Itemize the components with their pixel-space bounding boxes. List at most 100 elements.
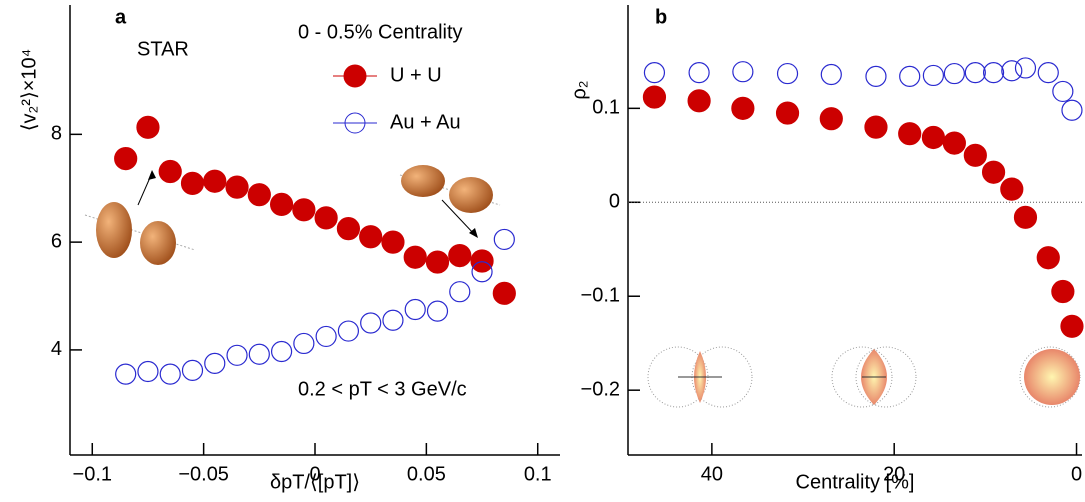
data-point [337, 320, 360, 342]
data-point [403, 245, 427, 269]
data-point [180, 171, 205, 195]
x-tick-label: 0 [309, 463, 320, 485]
y-axis-label: ⟨v₂²⟩×10⁴ [18, 49, 40, 132]
data-point [336, 217, 361, 241]
data-point [819, 107, 843, 131]
data-point [1001, 60, 1023, 82]
data-point [247, 183, 271, 207]
data-point [820, 63, 842, 86]
overlap-region [1024, 349, 1080, 405]
x-tick-label: 20 [883, 463, 905, 485]
data-point [982, 62, 1005, 84]
annotation: STAR [137, 38, 189, 60]
data-point [204, 352, 226, 374]
data-point [448, 243, 472, 268]
legend-marker [343, 64, 367, 88]
annotation: 0 - 0.5% Centrality [298, 21, 463, 43]
data-point [963, 143, 987, 167]
illustrations [84, 165, 1081, 408]
data-point [1014, 57, 1037, 79]
data-point [136, 115, 160, 139]
x-tick-label: −0.05 [178, 463, 229, 485]
data-point [864, 115, 888, 139]
arrow-head [469, 228, 478, 238]
data-point [381, 230, 405, 254]
y-tick-label: 8 [51, 123, 62, 145]
x-tick-label: 0.05 [407, 463, 446, 485]
x-tick-label: 0.1 [524, 463, 552, 485]
data-point [964, 62, 986, 84]
data-point [425, 250, 450, 274]
data-point [642, 85, 667, 109]
data-point [899, 65, 921, 87]
nucleus [96, 202, 132, 258]
data-point [922, 64, 945, 87]
data-point [688, 62, 710, 84]
data-point [1060, 314, 1084, 338]
x-tick-label: 0 [1071, 463, 1082, 485]
data-point [1000, 177, 1024, 201]
overlap-circle [691, 346, 753, 408]
data-point [1037, 62, 1059, 84]
y-tick-label: 6 [51, 230, 62, 252]
nucleus [449, 177, 493, 213]
y-tick-label: −0.1 [581, 285, 620, 307]
data-point [1036, 246, 1060, 270]
data-point [114, 146, 138, 171]
legend-label: U + U [390, 64, 442, 86]
data-point [1013, 205, 1038, 229]
panel-label: b [655, 6, 667, 28]
data-point [225, 175, 249, 199]
data-point [137, 360, 159, 383]
data-point [1051, 279, 1075, 304]
legend-label: Au + Au [390, 111, 461, 133]
data-point [315, 325, 337, 348]
data-point [1061, 99, 1083, 121]
data-point [732, 61, 754, 83]
overlap-circle [831, 346, 893, 408]
data-point [404, 298, 426, 321]
y-tick-label: 0 [609, 191, 620, 213]
data-point [248, 343, 270, 365]
y-tick-label: 4 [51, 338, 62, 360]
overlap-circle [855, 346, 917, 408]
data-point [921, 125, 946, 150]
data-point [269, 192, 294, 217]
data-point [314, 206, 338, 230]
data-point [943, 62, 965, 85]
data-point [270, 340, 293, 363]
data-point [1052, 80, 1074, 103]
y-axis-label: ρ₂ [568, 80, 590, 99]
data-point [158, 159, 182, 184]
panel-label: a [115, 6, 127, 28]
data-point [981, 160, 1006, 184]
deco-line [84, 214, 196, 251]
y-tick-label: 0.1 [592, 97, 620, 119]
arrow-head [148, 170, 156, 180]
data-point [226, 344, 248, 366]
data-point [776, 62, 799, 85]
x-tick-label: 40 [701, 463, 723, 485]
data-point [449, 281, 471, 303]
data-point [470, 249, 494, 273]
data-point [382, 309, 404, 331]
data-point [865, 65, 887, 87]
data-point [181, 359, 204, 381]
data-point [687, 89, 711, 113]
data-point [293, 332, 315, 355]
data-point [359, 225, 383, 249]
data-point [942, 131, 966, 155]
nucleus [401, 165, 445, 197]
data-point [643, 62, 666, 84]
data-point [471, 261, 493, 283]
data-point [159, 363, 181, 385]
data-point [898, 122, 922, 146]
data-point [426, 300, 449, 322]
x-axis-label: Centrality [%] [796, 471, 915, 493]
y-tick-label: −0.2 [581, 378, 620, 400]
data-point [360, 312, 382, 334]
arrow [441, 199, 476, 236]
x-axis-label: δpT/⟨[pT]⟩ [270, 471, 360, 493]
x-tick-label: −0.1 [73, 463, 112, 485]
nucleus [140, 221, 176, 265]
